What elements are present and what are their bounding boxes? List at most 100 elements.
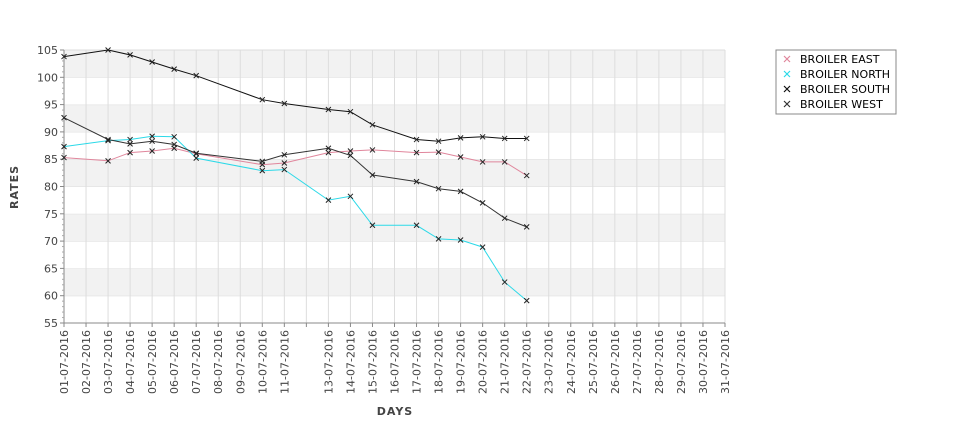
y-tick-label: 90: [44, 126, 58, 139]
x-tick-label: 21-07-2016: [499, 330, 512, 394]
data-point: [281, 100, 288, 107]
data-point: [369, 172, 376, 178]
data-point: [435, 149, 442, 155]
data-point: [281, 151, 288, 158]
x-tick-label: 03-07-2016: [102, 330, 115, 394]
x-tick-label: 24-07-2016: [565, 330, 578, 394]
data-point: [501, 279, 508, 285]
legend-label: BROILER WEST: [800, 98, 883, 111]
data-point: [105, 157, 111, 164]
data-point: [369, 121, 376, 128]
x-tick-label: 06-07-2016: [168, 330, 181, 394]
legend-marker: [783, 100, 791, 108]
data-point: [479, 133, 486, 140]
data-point: [479, 244, 486, 250]
data-point: [149, 59, 155, 65]
data-point: [149, 138, 155, 145]
data-point: [435, 185, 442, 192]
data-point: [127, 141, 133, 147]
data-point: [369, 147, 376, 153]
x-tick-label: 26-07-2016: [609, 330, 622, 394]
x-tick-label: 17-07-2016: [411, 330, 424, 394]
legend-marker: [783, 55, 791, 63]
data-point: [457, 154, 464, 160]
x-tick-label: 13-07-2016: [322, 330, 335, 394]
data-point: [413, 178, 420, 185]
data-point: [435, 236, 442, 242]
y-tick-label: 95: [44, 99, 58, 112]
data-point: [457, 188, 464, 195]
data-point: [127, 136, 133, 143]
x-axis-title: DAYS: [377, 405, 413, 418]
x-tick-label: 19-07-2016: [455, 330, 468, 394]
data-point: [259, 158, 266, 165]
x-tick-label: 22-07-2016: [521, 330, 534, 394]
data-point: [501, 135, 508, 142]
data-point: [523, 172, 530, 179]
y-tick-label: 60: [44, 290, 58, 303]
x-tick-label: 08-07-2016: [212, 330, 225, 394]
legend-marker: [783, 70, 791, 78]
x-tick-label: 15-07-2016: [366, 330, 379, 394]
data-point: [149, 133, 155, 140]
data-point: [171, 141, 178, 148]
y-tick-label: 65: [44, 262, 58, 275]
x-tick-label: 27-07-2016: [631, 330, 644, 394]
y-tick-label: 75: [44, 208, 58, 221]
data-point: [61, 143, 67, 150]
data-point: [281, 160, 288, 166]
data-point: [281, 166, 288, 173]
legend-marker: [783, 85, 791, 93]
data-point: [259, 96, 266, 103]
y-axis-ticks: 55 60 65 70 75 80 85 90 95 100 105: [37, 44, 64, 330]
data-point: [523, 224, 530, 230]
data-point: [413, 149, 420, 156]
data-point: [457, 237, 464, 243]
data-point: [413, 222, 420, 229]
x-tick-label: 23-07-2016: [543, 330, 556, 394]
legend-label: BROILER NORTH: [800, 68, 890, 81]
data-point: [325, 145, 332, 152]
data-point: [193, 150, 200, 157]
x-tick-label: 14-07-2016: [344, 330, 357, 394]
data-point: [127, 149, 133, 156]
series-markers: [61, 47, 530, 304]
x-tick-label: 01-07-2016: [58, 330, 71, 394]
data-point: [523, 135, 530, 142]
data-point: [435, 138, 442, 145]
x-tick-label: 28-07-2016: [653, 330, 666, 394]
data-point: [347, 148, 354, 154]
data-point: [171, 66, 178, 72]
data-point: [61, 154, 67, 161]
data-point: [149, 148, 155, 154]
data-point: [413, 136, 420, 143]
x-tick-label: 02-07-2016: [80, 330, 93, 394]
x-tick-label: 29-07-2016: [675, 330, 688, 394]
y-tick-label: 100: [37, 71, 58, 84]
data-point: [369, 222, 376, 229]
y-tick-label: 80: [44, 181, 58, 194]
legend: BROILER EAST BROILER NORTH BROILER SOUTH BR…: [775, 49, 897, 115]
y-tick-label: 105: [37, 44, 58, 57]
x-tick-label: 18-07-2016: [433, 330, 446, 394]
x-tick-label: 09-07-2016: [234, 330, 247, 394]
y-axis-title: RATES: [8, 165, 21, 209]
x-tick-label: 30-07-2016: [697, 330, 710, 394]
x-tick-label: 25-07-2016: [587, 330, 600, 394]
data-point: [105, 47, 111, 53]
data-point: [61, 114, 67, 121]
x-tick-label: 11-07-2016: [278, 330, 291, 394]
data-point: [171, 133, 178, 140]
data-point: [193, 155, 200, 161]
data-point: [457, 135, 464, 141]
data-point: [479, 159, 486, 165]
x-tick-label: 04-07-2016: [124, 330, 137, 394]
data-point: [105, 137, 111, 144]
data-point: [325, 149, 332, 156]
data-point: [61, 53, 67, 60]
x-tick-label: 31-07-2016: [719, 330, 732, 394]
data-point: [347, 108, 354, 115]
x-tick-label: 16-07-2016: [389, 330, 402, 394]
data-point: [105, 136, 111, 143]
